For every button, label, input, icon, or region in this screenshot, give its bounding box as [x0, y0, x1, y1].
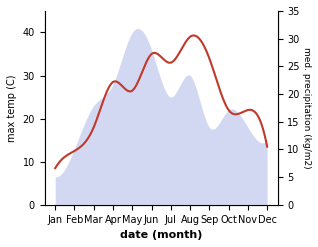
Y-axis label: max temp (C): max temp (C) — [7, 74, 17, 142]
Y-axis label: med. precipitation (kg/m2): med. precipitation (kg/m2) — [302, 47, 311, 169]
X-axis label: date (month): date (month) — [120, 230, 202, 240]
